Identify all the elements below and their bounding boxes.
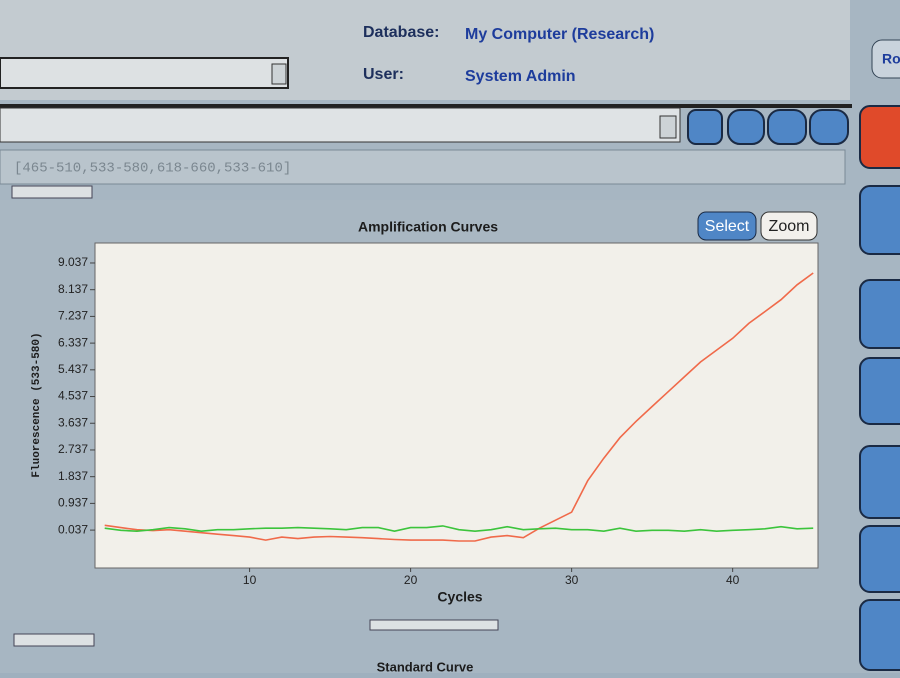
selector[interactable] [0, 107, 681, 143]
y-tick-label: 2.737 [58, 442, 88, 456]
side-toolbar [859, 105, 900, 671]
side-button[interactable] [859, 599, 900, 671]
x-tick-label: 10 [243, 573, 257, 587]
y-tick-label: 3.637 [58, 415, 88, 429]
database-value: My Computer (Research) [465, 26, 654, 43]
y-tick-label: 6.337 [58, 335, 88, 349]
y-tick-label: 8.137 [58, 282, 88, 296]
splitter[interactable] [11, 185, 93, 199]
y-tick-label: 4.537 [58, 389, 88, 403]
side-button[interactable] [859, 357, 900, 425]
divider [0, 104, 852, 108]
scroll-handle[interactable] [369, 619, 499, 631]
x-tick-label: 40 [726, 573, 740, 587]
database-label: Database: [363, 24, 439, 41]
y-tick-label: 0.037 [58, 522, 88, 536]
x-tick-label: 20 [404, 573, 418, 587]
dropdown-arrow[interactable] [271, 63, 287, 85]
side-button[interactable] [859, 445, 900, 519]
y-tick-label: 0.937 [58, 496, 88, 510]
zoom-label: Zoom [769, 218, 810, 235]
y-tick-label: 5.437 [58, 362, 88, 376]
side-button[interactable] [859, 279, 900, 349]
user-value: System Admin [465, 68, 576, 85]
y-tick-label: 1.837 [58, 469, 88, 483]
x-axis-label: Cycles [437, 589, 482, 605]
filter-box [0, 149, 846, 185]
chart-title: Amplification Curves [358, 219, 498, 235]
y-tick-label: 9.037 [58, 255, 88, 269]
plot-area [94, 242, 819, 569]
toolbar [687, 109, 849, 145]
corner-button-label: Ro [882, 51, 900, 67]
filter-text: [465-510,533-580,618-660,533-610] [14, 161, 291, 177]
curve [104, 272, 814, 542]
curve [104, 525, 814, 533]
y-axis-label: Fluorescence (533-580) [31, 332, 43, 477]
zoom-button[interactable] [760, 211, 818, 241]
splitter[interactable] [13, 633, 95, 647]
side-button[interactable] [859, 105, 900, 169]
tool-button[interactable] [687, 109, 723, 145]
corner-button[interactable] [871, 39, 900, 79]
select-button[interactable] [697, 211, 757, 241]
next-panel-title: Standard Curve [377, 659, 474, 673]
dropdown[interactable] [0, 57, 289, 89]
tool-button[interactable] [767, 109, 807, 145]
side-button[interactable] [859, 185, 900, 255]
tool-button[interactable] [727, 109, 765, 145]
tool-button[interactable] [809, 109, 849, 145]
selector-arrow[interactable] [659, 115, 677, 139]
y-tick-label: 7.237 [58, 309, 88, 323]
user-label: User: [363, 66, 404, 83]
side-button[interactable] [859, 525, 900, 593]
x-tick-label: 30 [565, 573, 579, 587]
select-label: Select [705, 218, 750, 235]
